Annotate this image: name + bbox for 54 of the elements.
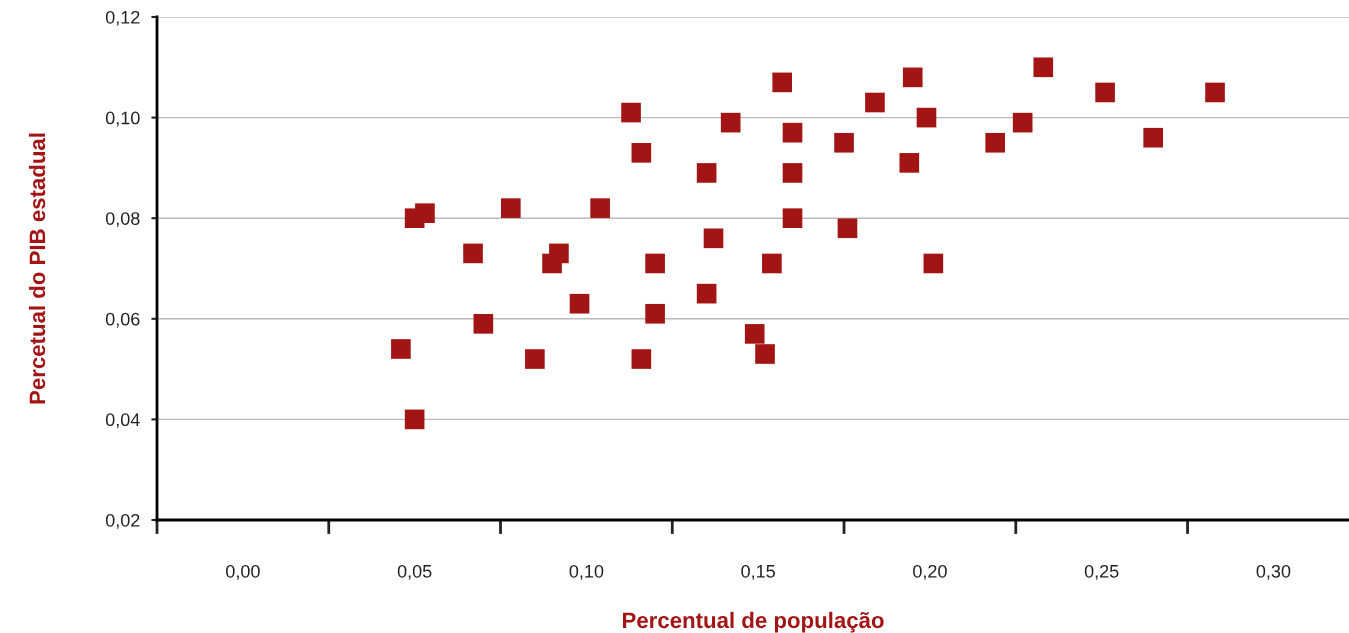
point xyxy=(782,122,803,143)
point xyxy=(696,163,717,183)
point xyxy=(525,349,545,369)
y-axis-title: Percetual do PIB estadual xyxy=(28,133,46,404)
point xyxy=(391,339,411,359)
x-tick-label: 0,20 xyxy=(913,564,947,580)
point xyxy=(696,283,717,304)
x-axis-title: Percentual de população xyxy=(622,611,884,633)
x-tick-label: 0,30 xyxy=(1256,564,1291,580)
point xyxy=(772,72,793,93)
x-tick-label: 0,15 xyxy=(741,564,775,580)
point xyxy=(631,142,652,163)
point xyxy=(590,198,610,218)
point xyxy=(782,208,803,229)
point xyxy=(755,344,775,364)
point xyxy=(782,163,803,183)
x-tick-label: 0,00 xyxy=(226,564,260,580)
point xyxy=(1143,127,1164,148)
point xyxy=(463,243,483,264)
y-tick-label: 0,10 xyxy=(105,111,140,127)
y-tick-label: 0,06 xyxy=(105,312,140,328)
y-tick-label: 0,04 xyxy=(105,413,140,429)
point xyxy=(645,303,665,324)
point xyxy=(899,153,920,173)
y-tick-label: 0,08 xyxy=(105,212,140,228)
point xyxy=(631,349,652,369)
point xyxy=(985,132,1005,153)
point xyxy=(1095,82,1115,103)
point xyxy=(720,112,741,133)
point xyxy=(834,132,854,153)
point xyxy=(916,107,937,128)
point xyxy=(404,409,425,430)
y-tick-label: 0,12 xyxy=(105,10,140,26)
point xyxy=(621,102,641,123)
x-tick-label: 0,05 xyxy=(397,564,432,580)
point xyxy=(1012,112,1033,133)
point xyxy=(703,228,724,249)
point xyxy=(1033,57,1054,78)
point xyxy=(744,324,765,344)
point xyxy=(501,198,521,218)
point xyxy=(549,243,569,264)
point xyxy=(473,314,494,334)
x-tick-label: 0,25 xyxy=(1084,564,1119,580)
point xyxy=(1205,82,1225,103)
point xyxy=(415,203,435,223)
point xyxy=(902,67,923,88)
point xyxy=(923,253,944,274)
x-tick-label: 0,10 xyxy=(569,564,604,580)
point xyxy=(645,253,665,274)
point xyxy=(865,92,885,113)
point xyxy=(762,253,782,274)
point xyxy=(569,293,590,314)
point xyxy=(837,218,858,239)
y-tick-label: 0,02 xyxy=(105,513,140,529)
